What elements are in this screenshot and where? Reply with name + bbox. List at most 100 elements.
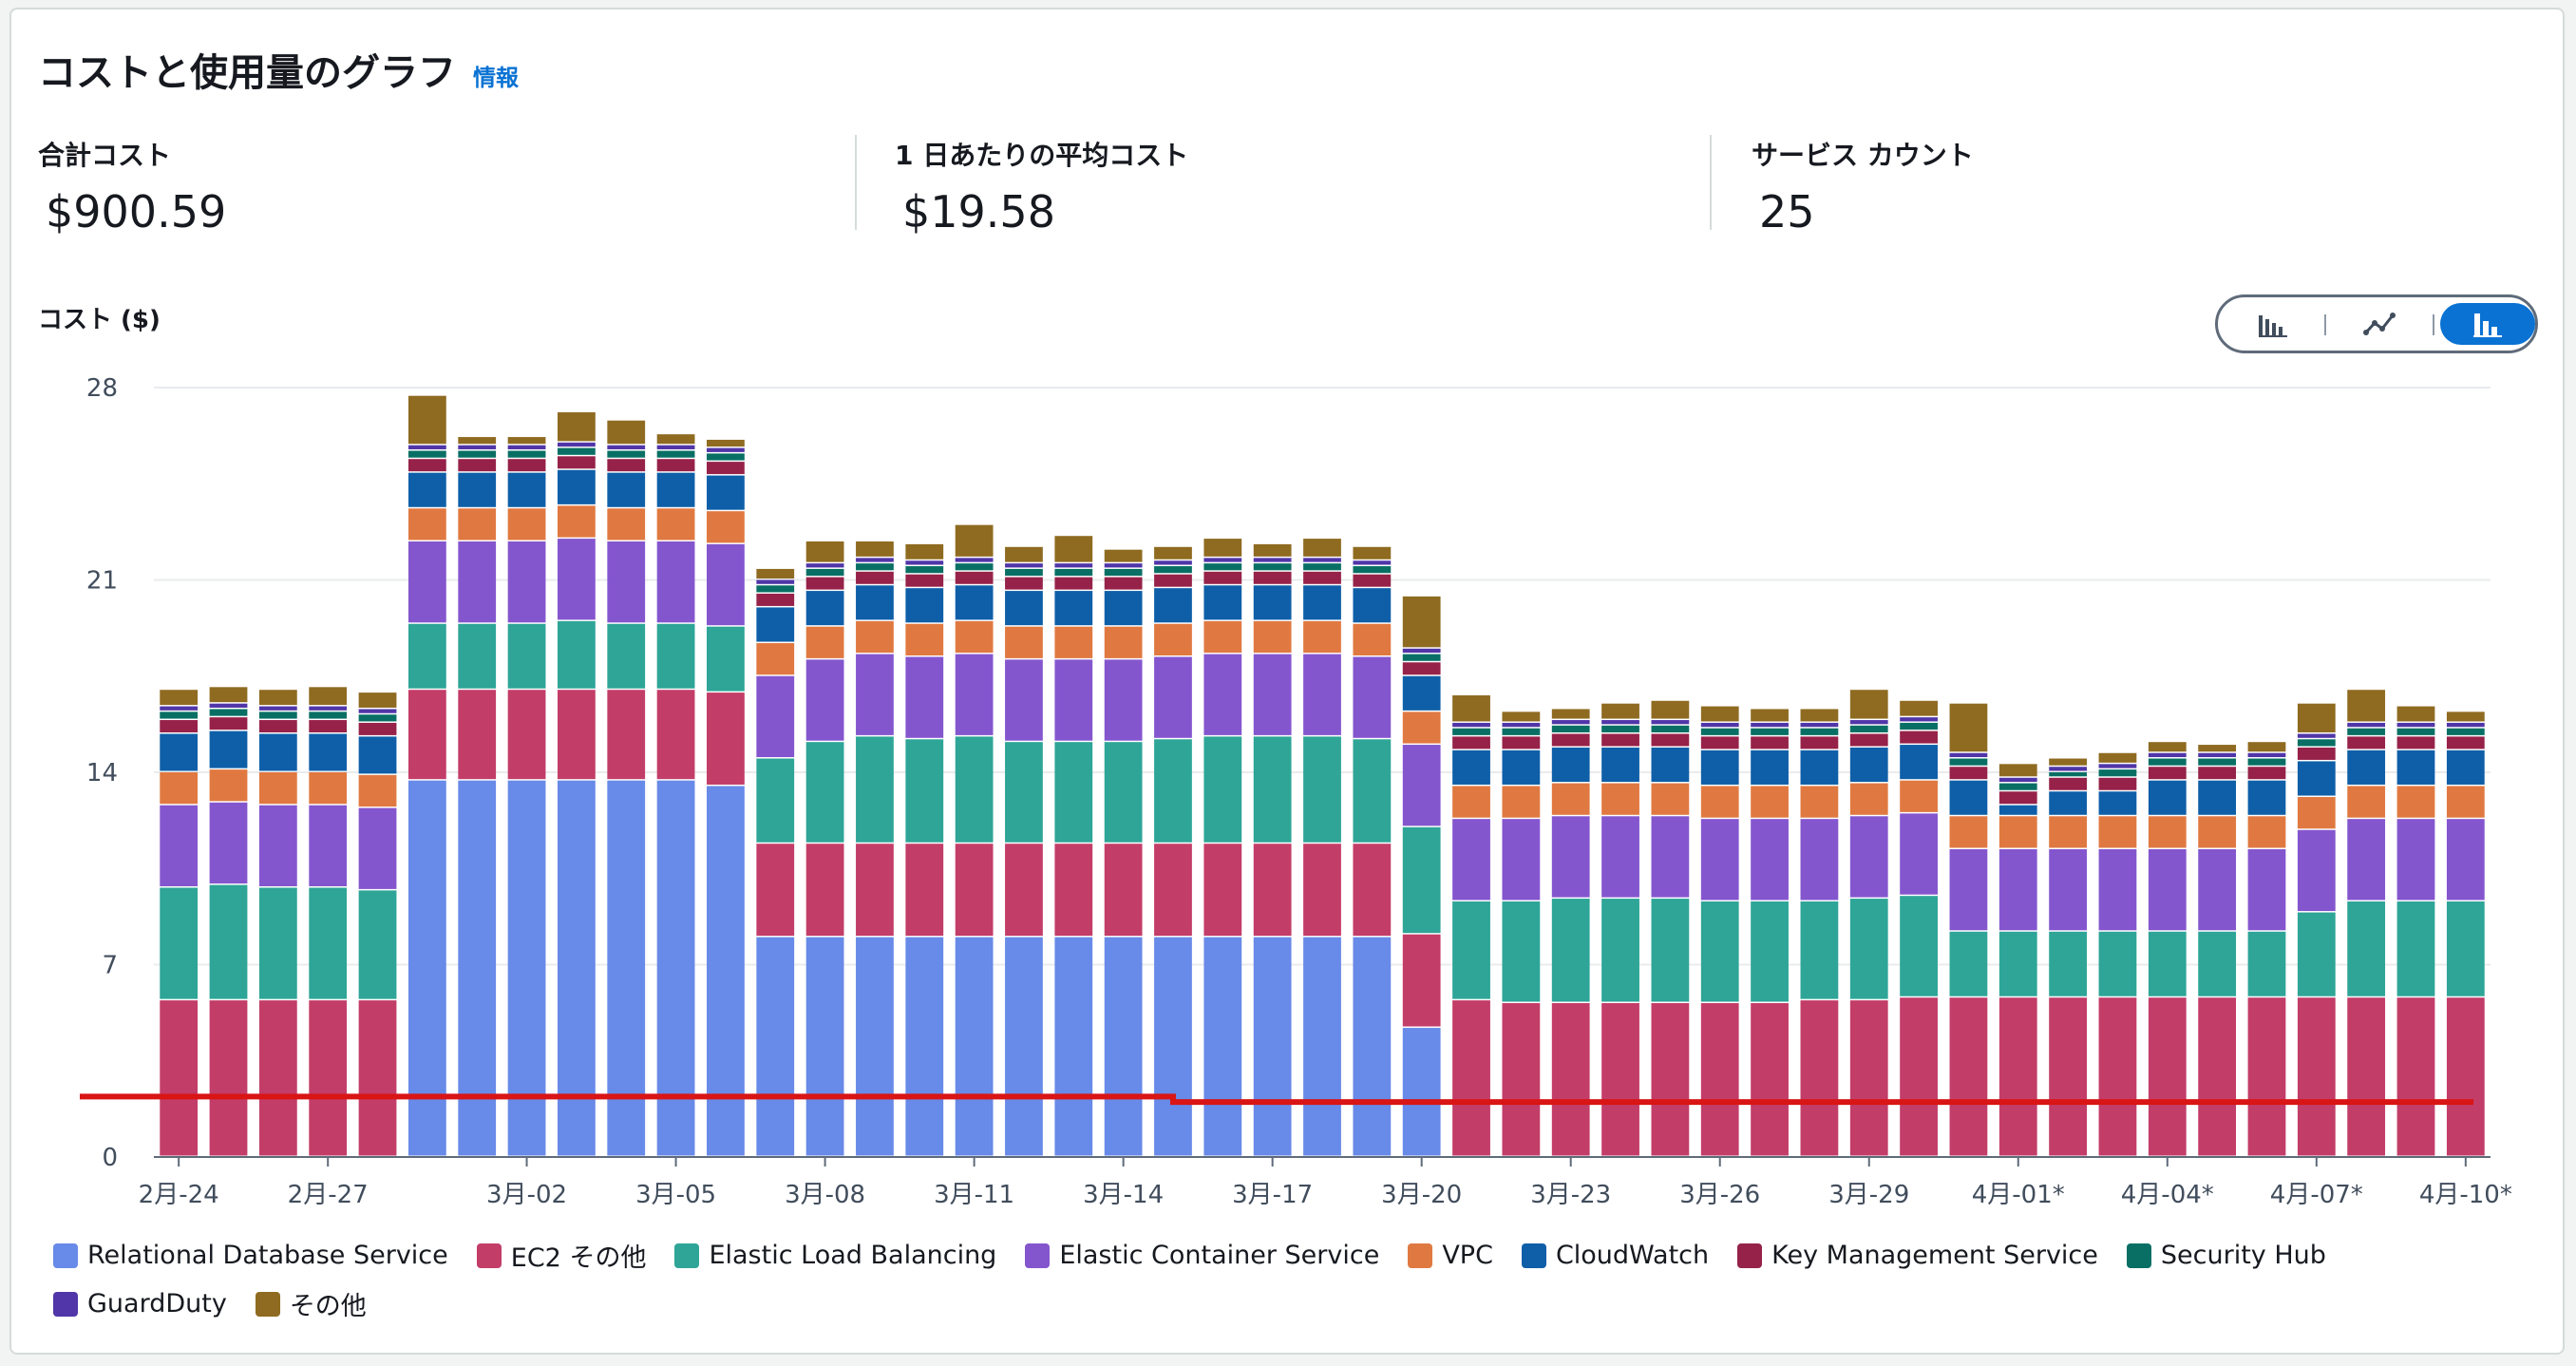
- bar-segment: [1700, 786, 1739, 818]
- bar-segment: [856, 558, 894, 562]
- stacked-bar-chart-toggle[interactable]: [2440, 303, 2535, 345]
- bar-segment: [1651, 733, 1690, 747]
- bar-segment: [2446, 722, 2485, 728]
- legend-item[interactable]: GuardDuty: [53, 1285, 227, 1322]
- bar-segment: [1502, 728, 1541, 735]
- legend-item[interactable]: Elastic Load Balancing: [674, 1237, 996, 1274]
- bar-segment: [2297, 761, 2336, 796]
- bar-segment: [2098, 931, 2137, 996]
- bar-segment: [2297, 829, 2336, 912]
- bar-segment: [258, 733, 297, 771]
- legend-label: EC2 その他: [510, 1243, 647, 1273]
- bar-segment: [160, 733, 199, 771]
- bar-segment: [1203, 654, 1242, 735]
- bar-segment: [2247, 816, 2286, 848]
- legend-item[interactable]: Relational Database Service: [53, 1237, 448, 1274]
- legend-label: Elastic Load Balancing: [709, 1241, 997, 1270]
- bar-segment: [2247, 758, 2286, 766]
- bar-segment: [1800, 736, 1839, 749]
- legend-label: Relational Database Service: [87, 1241, 448, 1270]
- bar-segment: [607, 508, 646, 541]
- bar-segment: [1651, 720, 1690, 725]
- bar-segment: [1353, 560, 1392, 565]
- bar-segment: [258, 711, 297, 719]
- bar-segment: [2297, 997, 2336, 1156]
- bar-segment: [1154, 623, 1192, 655]
- y-axis-label: コスト ($): [38, 306, 161, 334]
- bar-segment: [656, 780, 695, 1156]
- legend-swatch: [1737, 1243, 1763, 1268]
- x-tick-label: 4月-10*: [2419, 1181, 2512, 1206]
- bar-segment: [1502, 1003, 1541, 1156]
- bar-segment: [805, 591, 844, 626]
- bar-segment: [407, 395, 446, 445]
- bar-segment: [2198, 849, 2237, 931]
- legend-item[interactable]: Elastic Container Service: [1025, 1237, 1379, 1274]
- bar-segment: [1601, 1003, 1639, 1156]
- bar-segment: [209, 730, 248, 768]
- toggle-separator: [2433, 314, 2434, 335]
- legend-item[interactable]: その他: [255, 1285, 367, 1322]
- bar-segment: [407, 541, 446, 623]
- bar-segment: [1651, 816, 1690, 898]
- bar-segment: [1253, 620, 1292, 654]
- metric-value: 25: [1759, 186, 1815, 237]
- bar-segment: [1104, 563, 1143, 568]
- bar-segment: [309, 1000, 348, 1156]
- bar-segment: [1551, 709, 1590, 719]
- bar-segment: [1203, 736, 1242, 843]
- bar-segment: [1751, 709, 1789, 722]
- legend-label: CloudWatch: [1555, 1241, 1710, 1270]
- bar-segment: [2347, 819, 2386, 901]
- bar-segment: [1253, 844, 1292, 937]
- bar-segment: [1751, 728, 1789, 735]
- legend-label: Security Hub: [2160, 1241, 2326, 1270]
- bar-segment: [507, 472, 546, 507]
- bar-segment: [1849, 783, 1888, 815]
- bar-segment: [1154, 574, 1192, 587]
- bar-segment: [2049, 849, 2087, 931]
- legend-item[interactable]: Key Management Service: [1737, 1237, 2098, 1274]
- bar-segment: [1700, 819, 1739, 901]
- bar-segment: [2396, 819, 2435, 901]
- bar-segment: [2148, 816, 2187, 848]
- bar-segment: [707, 543, 745, 626]
- bar-segment: [358, 807, 397, 889]
- line-chart-toggle[interactable]: [2332, 303, 2427, 345]
- bar-segment: [2396, 786, 2435, 818]
- legend-item[interactable]: VPC: [1408, 1237, 1493, 1274]
- bar-segment: [1949, 849, 1988, 931]
- metric-label: サービス カウント: [1752, 140, 1974, 171]
- legend-item[interactable]: EC2 その他: [476, 1237, 647, 1274]
- bar-segment: [2198, 758, 2237, 766]
- bar-segment: [905, 844, 944, 937]
- bar-segment: [2446, 901, 2485, 996]
- bar-segment: [1402, 934, 1441, 1027]
- bar-segment: [358, 709, 397, 713]
- bar-segment: [2347, 786, 2386, 818]
- bar-segment: [2396, 722, 2435, 728]
- bar-segment: [2198, 752, 2237, 758]
- bar-segment: [1203, 558, 1242, 562]
- bar-segment: [1949, 816, 1988, 848]
- bar-segment: [2347, 749, 2386, 785]
- bar-segment: [2198, 767, 2237, 780]
- bar-chart-toggle[interactable]: [2226, 303, 2320, 345]
- bar-segment: [1601, 899, 1639, 1002]
- x-tick-label: 3月-29: [1828, 1181, 1909, 1206]
- bar-segment: [1751, 722, 1789, 728]
- bar-segment: [1601, 816, 1639, 898]
- bar-segment: [1502, 736, 1541, 749]
- legend-item[interactable]: Security Hub: [2126, 1237, 2326, 1274]
- bar-segment: [458, 508, 497, 541]
- bar-segment: [905, 937, 944, 1156]
- bar-segment: [1900, 722, 1938, 730]
- info-link[interactable]: 情報: [473, 65, 519, 91]
- bar-segment: [558, 505, 596, 538]
- bar-segment: [309, 772, 348, 805]
- bar-segment: [1054, 844, 1093, 937]
- toggle-separator: [2324, 314, 2326, 335]
- stacked-cost-chart: 0 7 14 21 28 2月-24 2月-27 3月-02 3月-05 3月-08 3月-11 3月…: [80, 374, 2512, 1206]
- legend-label: その他: [289, 1292, 367, 1321]
- legend-item[interactable]: CloudWatch: [1521, 1237, 1710, 1274]
